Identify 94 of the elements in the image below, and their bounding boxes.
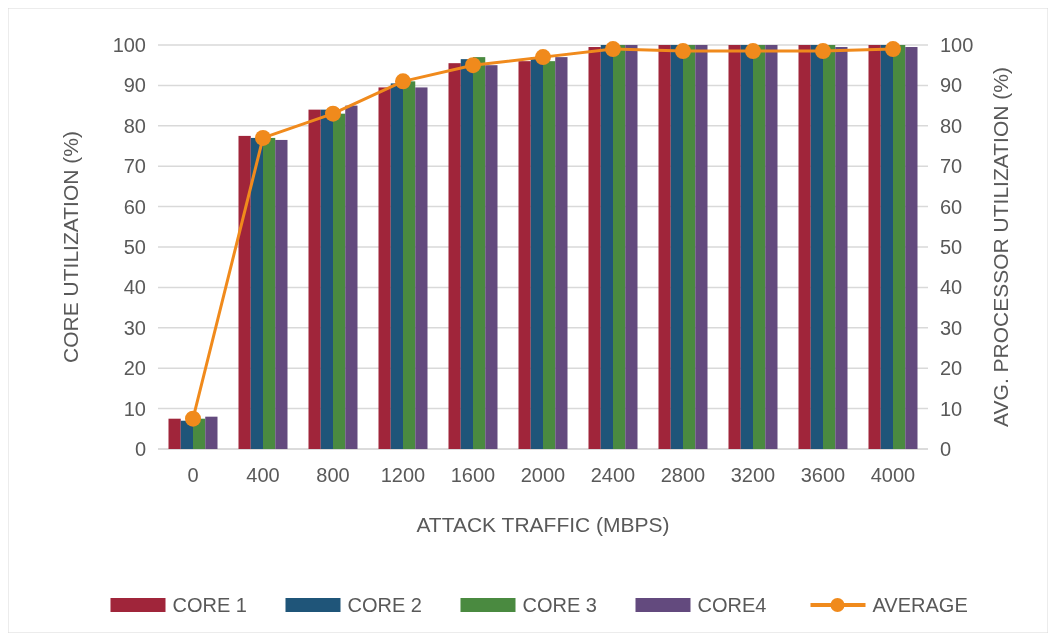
- y2-axis-title: AVG. PROCESSOR UTILIZATION (%): [989, 67, 1012, 427]
- x-tick-label: 1600: [450, 464, 496, 486]
- bar: [658, 45, 671, 449]
- point: [395, 73, 411, 90]
- bar: [905, 47, 918, 449]
- y-tick-label: 70: [123, 155, 146, 178]
- y-tick-label: 50: [123, 236, 146, 258]
- bar: [390, 83, 403, 449]
- bar: [250, 137, 263, 449]
- bar: [600, 45, 613, 449]
- bar: [683, 45, 696, 449]
- bar: [345, 105, 358, 449]
- y2-tick-label: 20: [940, 357, 963, 380]
- y2-tick-label: 30: [940, 316, 963, 339]
- point: [675, 43, 691, 60]
- bar: [415, 87, 428, 449]
- bar: [205, 416, 218, 449]
- point: [325, 105, 341, 122]
- bar: [320, 109, 333, 449]
- bar: [448, 63, 461, 449]
- point: [465, 57, 481, 74]
- bar: [670, 45, 683, 449]
- y2-tick-label: 60: [940, 195, 963, 218]
- bar: [238, 135, 251, 449]
- y2-tick-label: 70: [940, 155, 963, 178]
- point: [815, 43, 831, 60]
- x-tick-label: 2400: [590, 464, 636, 486]
- bar: [740, 45, 753, 449]
- y-tick-label: 80: [123, 114, 146, 137]
- legend-label: AVERAGE: [872, 594, 968, 616]
- y-tick-label: 90: [123, 74, 146, 97]
- bar: [530, 57, 543, 449]
- legend-label: CORE 3: [522, 594, 597, 616]
- y-tick-label: 30: [123, 316, 146, 339]
- bar: [275, 139, 288, 449]
- legend-label: CORE4: [697, 594, 767, 616]
- y-tick-label: 0: [134, 438, 146, 460]
- y2-tick-label: 10: [940, 397, 963, 420]
- point: [605, 41, 621, 58]
- point: [745, 43, 761, 60]
- x-tick-label: 2000: [520, 464, 566, 486]
- x-tick-label: 1200: [380, 464, 426, 486]
- bar: [823, 45, 836, 449]
- bar: [333, 113, 346, 449]
- y-tick-label: 60: [123, 195, 146, 218]
- x-tick-label: 4000: [870, 464, 916, 486]
- y-tick-label: 100: [112, 34, 146, 56]
- x-tick-label: 3600: [800, 464, 846, 486]
- y2-tick-label: 40: [940, 276, 963, 299]
- bar: [473, 57, 486, 449]
- x-tick-label: 3200: [730, 464, 776, 486]
- bar: [485, 65, 498, 449]
- point: [885, 41, 901, 58]
- bar: [613, 45, 626, 449]
- bar: [695, 45, 708, 449]
- y2-tick-label: 50: [940, 236, 963, 258]
- bar: [168, 418, 181, 449]
- x-axis-title: ATTACK TRAFFIC (MBPS): [416, 513, 670, 536]
- point: [255, 129, 271, 146]
- bar: [835, 47, 848, 449]
- bar: [798, 45, 811, 449]
- y2-tick-label: 80: [940, 114, 963, 137]
- y-tick-label: 20: [123, 357, 146, 380]
- bar: [728, 45, 741, 449]
- x-tick-label: 800: [316, 464, 350, 486]
- y-axis-title: CORE UTILIZATION (%): [59, 131, 82, 363]
- bar: [263, 137, 276, 449]
- bar: [765, 45, 778, 449]
- legend-label: CORE 2: [347, 594, 422, 616]
- bar: [625, 45, 638, 449]
- bar: [518, 61, 531, 449]
- bar: [893, 45, 906, 449]
- bar: [403, 81, 416, 449]
- x-tick-label: 2800: [660, 464, 706, 486]
- bar: [460, 59, 473, 449]
- y2-tick-label: 100: [940, 34, 974, 56]
- bar: [378, 87, 391, 449]
- bar: [868, 45, 881, 449]
- bar: [555, 57, 568, 449]
- bar: [543, 61, 556, 449]
- bar: [308, 109, 321, 449]
- y-tick-label: 10: [123, 397, 146, 420]
- y2-tick-label: 90: [940, 74, 963, 97]
- bar: [880, 45, 893, 449]
- x-tick-label: 0: [187, 464, 199, 486]
- y-tick-label: 40: [123, 276, 146, 299]
- bar: [588, 47, 601, 449]
- bar: [753, 45, 766, 449]
- point: [535, 49, 551, 66]
- point: [185, 410, 201, 427]
- x-tick-label: 400: [246, 464, 280, 486]
- y2-tick-label: 0: [940, 438, 952, 460]
- legend-label: CORE 1: [172, 594, 247, 616]
- bar: [810, 45, 823, 449]
